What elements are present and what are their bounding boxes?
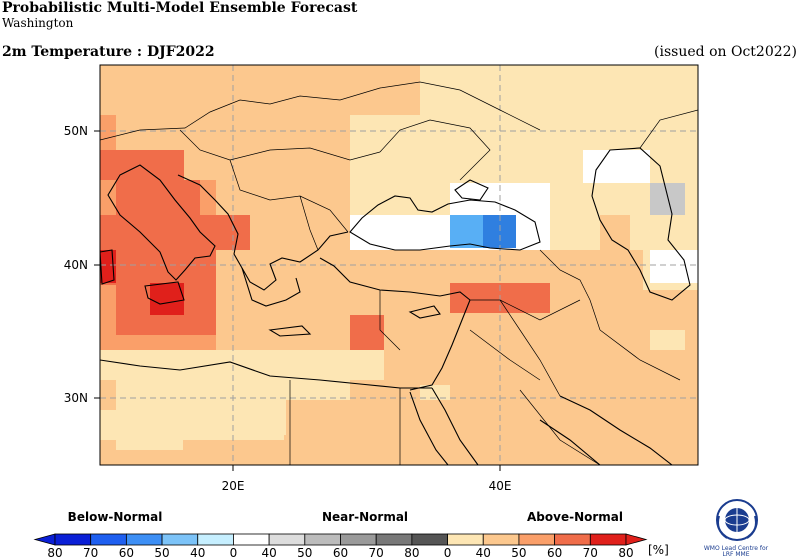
lat-label-40n: 40N [64,258,88,272]
lat-label-50n: 50N [64,124,88,138]
legend-above-normal-label: Above-Normal [527,510,623,524]
colorbar-tick-label: 50 [154,546,169,560]
legend-below-normal-label: Below-Normal [67,510,163,524]
colorbar-tick-label: 60 [547,546,562,560]
colorbar-segment [589,533,627,546]
colorbar-tick-label: 50 [297,546,312,560]
colorbar-segment [518,533,556,546]
lat-label-30n: 30N [64,391,88,405]
below-normal-50-area [450,215,483,248]
wmo-logo [716,499,758,541]
near-normal-40-area [650,183,685,215]
colorbar-tick-label: 0 [444,546,452,560]
colorbar-tick-label: 40 [476,546,491,560]
coastlines [100,147,691,465]
colorbar-tick-label: 40 [261,546,276,560]
legend-near-normal-label: Near-Normal [321,510,409,524]
variable-season-label: 2m Temperature : DJF2022 [2,44,215,60]
colorbar-segment [90,533,127,546]
colorbar-segment [304,533,341,546]
colorbar-segment [268,533,306,546]
colorbar-arrow-left [33,533,56,546]
borders [100,81,698,465]
colorbar-segment [375,533,413,546]
colorbar-tick-label: 80 [404,546,419,560]
colorbar-tick-label: 70 [83,546,98,560]
colorbar-segment [340,533,377,546]
colorbar-segment [233,533,270,546]
legend-colorbar: 80 70 60 50 40 0 40 50 60 70 80 0 40 50 60 70 80 [33,533,648,560]
wmo-caption-line2: LRF MME [722,551,750,558]
colorbar-tick-label: 50 [511,546,526,560]
colorbar-tick-label: 60 [333,546,348,560]
issued-date-label: (issued on Oct2022) [654,44,797,60]
colorbar-segment [447,533,484,546]
lon-label-40e: 40E [489,479,512,493]
colorbar-segment [197,533,234,546]
probability-field [100,65,698,465]
colorbar-arrow-right [625,533,648,546]
colorbar-segment [54,533,92,546]
wmo-logo-caption: WMO Lead Centre for LRF MME [700,546,772,558]
colorbar-segment [482,533,520,546]
axis-ticks [94,130,501,471]
forecast-center: Washington [2,16,74,30]
colorbar-segment [161,533,199,546]
legend-unit: [%] [648,543,669,557]
lon-label-20e: 20E [222,479,245,493]
colorbar-tick-label: 60 [119,546,134,560]
colorbar-tick-label: 40 [190,546,205,560]
above-normal-40-patches [116,65,698,450]
forecast-title: Probabilistic Multi-Model Ensemble Forec… [2,0,358,16]
colorbar-tick-label: 0 [230,546,238,560]
map-gridlines [100,65,698,465]
colorbar-segment [125,533,163,546]
colorbar-tick-label: 80 [618,546,633,560]
above-normal-70-areas [100,150,550,350]
colorbar-segment [411,533,448,546]
colorbar-tick-label: 70 [369,546,384,560]
colorbar-segment [554,533,591,546]
wmo-caption-line1: WMO Lead Centre for [703,545,769,552]
colorbar-tick-label: 80 [47,546,62,560]
colorbar-tick-label: 70 [583,546,598,560]
